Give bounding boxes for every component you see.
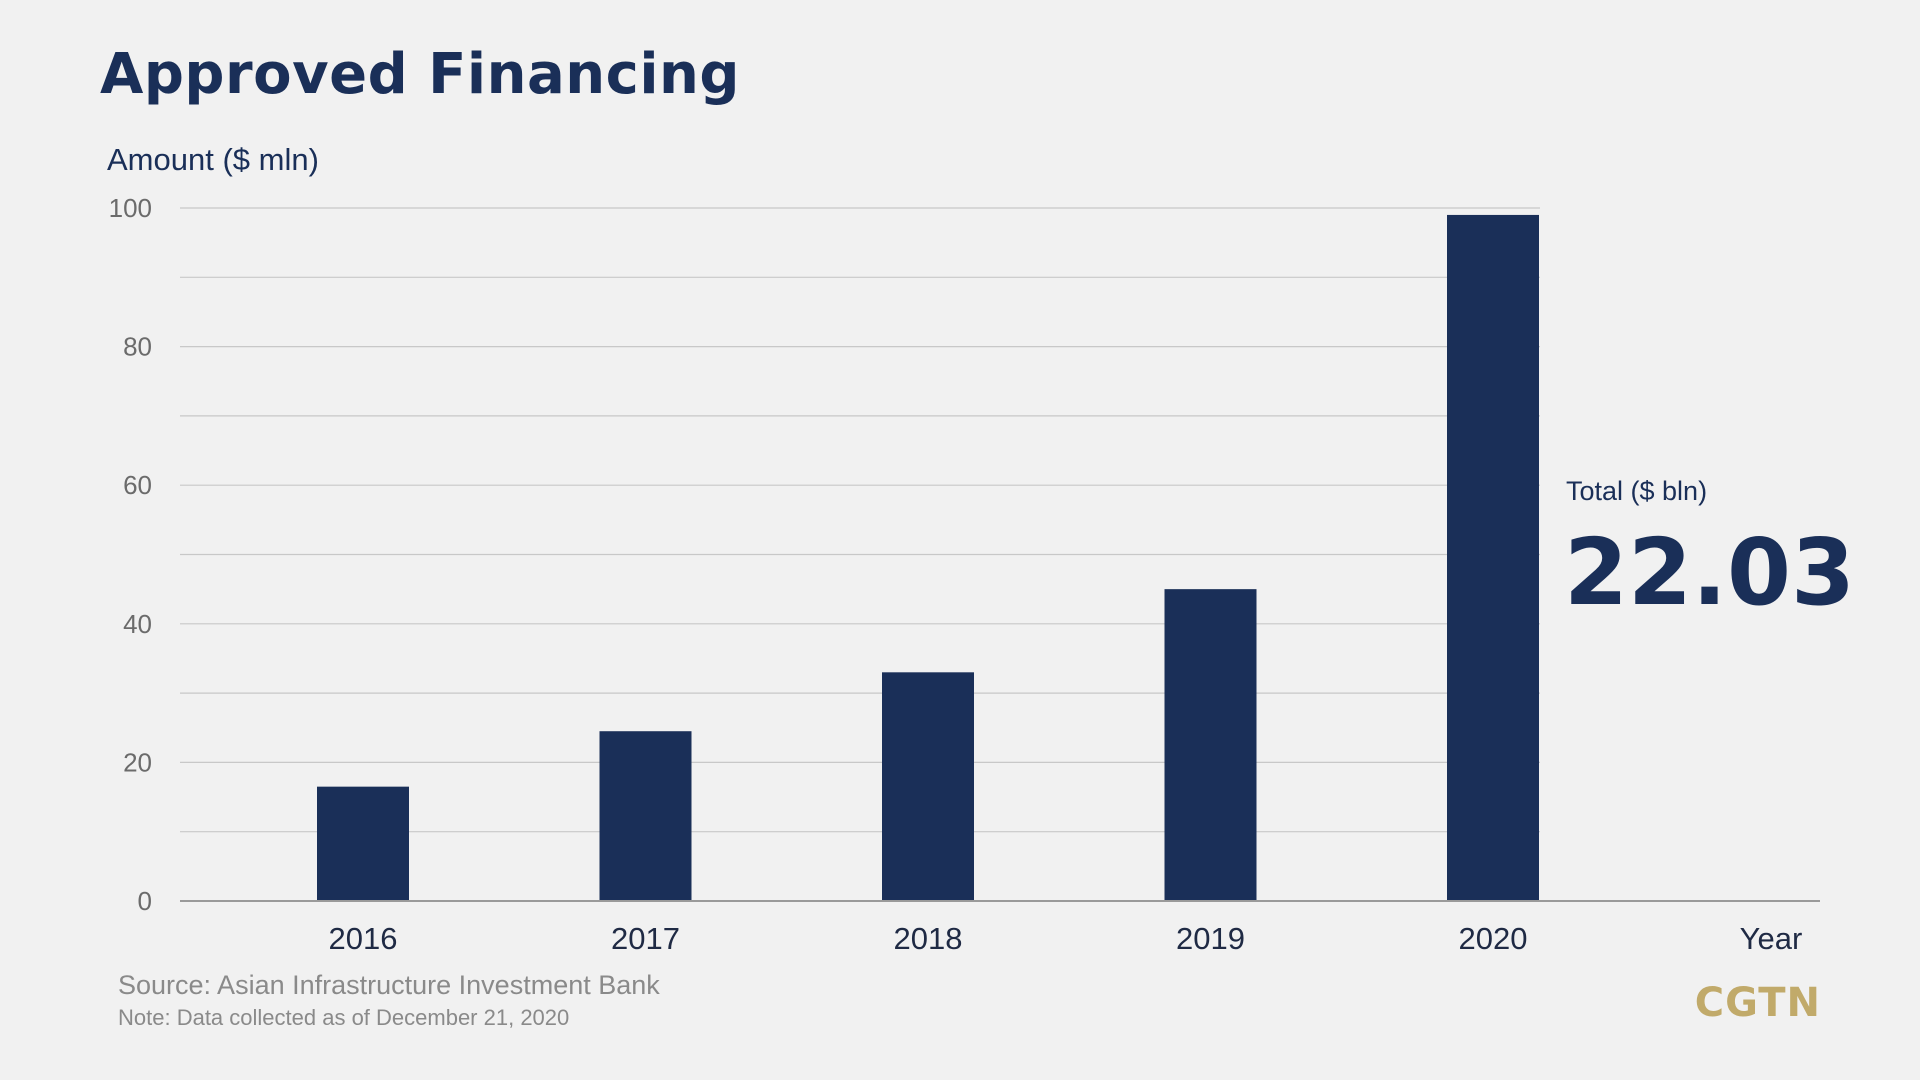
bar-2019 bbox=[1164, 589, 1257, 901]
cgtn-logo: CGTN bbox=[1694, 980, 1821, 1026]
y-tick-label: 40 bbox=[123, 609, 152, 639]
x-tick-label: 2016 bbox=[329, 921, 398, 956]
x-axis-ticks: 2016 2017 2018 2019 2020 bbox=[329, 921, 1528, 956]
bar-2020 bbox=[1447, 214, 1539, 901]
y-tick-label: 100 bbox=[109, 193, 152, 223]
bars bbox=[317, 214, 1539, 901]
note-text: Note: Data collected as of December 21, … bbox=[118, 1005, 570, 1030]
bar-2017 bbox=[599, 731, 692, 901]
y-axis-ticks: 0 20 40 60 80 100 bbox=[109, 193, 152, 916]
y-tick-label: 20 bbox=[123, 747, 152, 777]
bar-2016 bbox=[317, 786, 409, 901]
total-value: 22.03 bbox=[1564, 519, 1855, 626]
chart-title: Approved Financing bbox=[100, 42, 740, 107]
bar-2018 bbox=[882, 672, 974, 901]
x-tick-label: 2018 bbox=[894, 921, 963, 956]
y-tick-label: 60 bbox=[123, 470, 152, 500]
y-tick-label: 80 bbox=[123, 332, 152, 362]
total-label: Total ($ bln) bbox=[1566, 476, 1707, 506]
y-axis-label: Amount ($ mln) bbox=[107, 142, 319, 177]
source-text: Source: Asian Infrastructure Investment … bbox=[118, 970, 660, 1000]
gridlines bbox=[180, 207, 1540, 833]
y-tick-label: 0 bbox=[138, 886, 152, 916]
x-tick-label: 2019 bbox=[1176, 921, 1245, 956]
x-tick-label: 2020 bbox=[1459, 921, 1528, 956]
x-tick-label: 2017 bbox=[611, 921, 680, 956]
x-axis-label: Year bbox=[1740, 921, 1803, 956]
